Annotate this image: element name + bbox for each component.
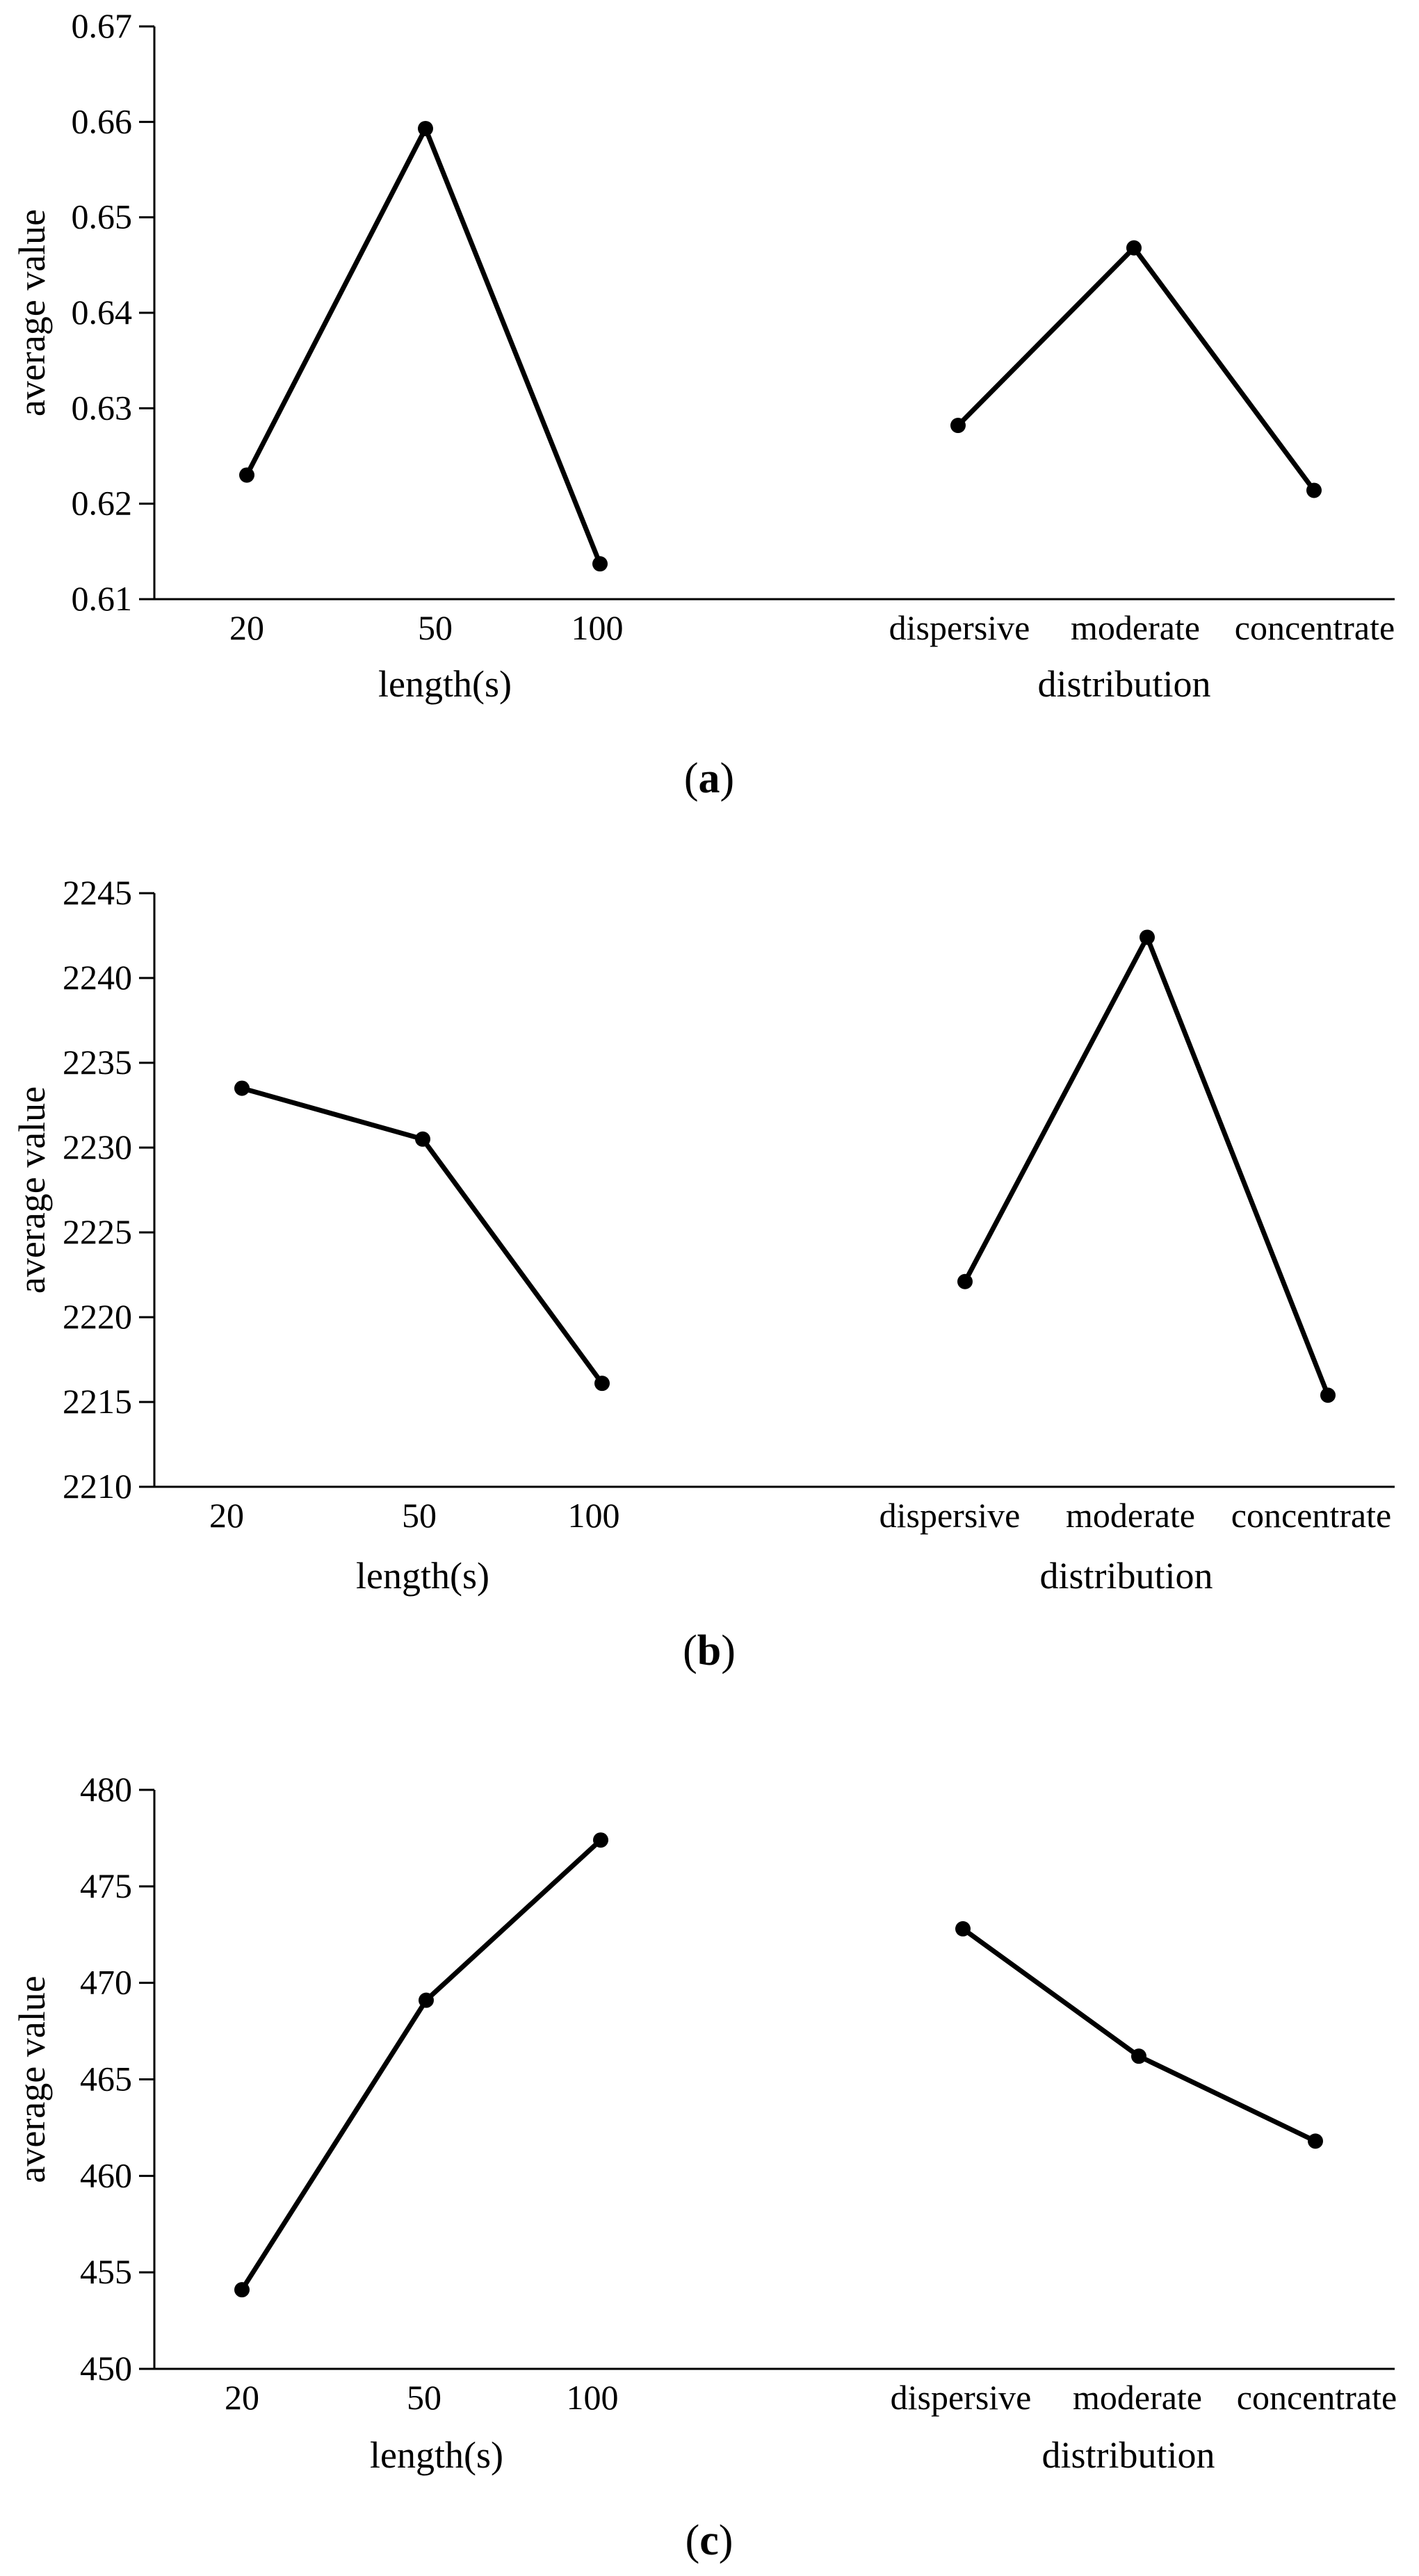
data-point-a <box>1126 240 1142 256</box>
x-tick-label-b: 100 <box>568 1496 620 1535</box>
y-tick-label-a: 0.63 <box>72 388 133 427</box>
chart-panel-c: 450 455 460 465 470 475 480 average value 20 50 10… <box>0 1738 1419 2576</box>
x-axis-title-c: distribution <box>1041 2434 1215 2476</box>
data-point-b <box>1140 929 1155 945</box>
y-tick-label-b: 2210 <box>63 1467 132 1506</box>
x-axis-title-b: length(s) <box>356 1555 489 1597</box>
chart-panel-b: 2210 2215 2220 2225 2230 2235 2240 2245 average … <box>0 858 1419 1689</box>
x-tick-label-c: moderate <box>1073 2378 1202 2417</box>
data-point-b <box>957 1273 973 1289</box>
y-axis-title-a: average value <box>11 209 53 416</box>
chart-b: 2210 2215 2220 2225 2230 2235 2240 2245 average … <box>11 873 1395 1674</box>
data-point-a <box>239 467 254 483</box>
y-tick-label-c: 470 <box>80 1963 132 2002</box>
x-tick-label-c: 20 <box>225 2378 259 2417</box>
data-point-c <box>593 1832 608 1848</box>
y-tick-label-b: 2215 <box>63 1382 132 1421</box>
x-tick-label-c: 100 <box>567 2378 619 2417</box>
chart-a: 0.61 0.62 0.63 0.64 0.65 0.66 0.67 average valu… <box>11 6 1395 802</box>
panel-caption-a: (a) <box>684 755 734 802</box>
series-line-c <box>240 1838 603 2292</box>
y-tick-label-c: 460 <box>80 2155 132 2194</box>
y-tick-label-c: 475 <box>80 1866 132 1905</box>
data-point-c <box>419 1992 434 2008</box>
data-point-b <box>234 1080 250 1096</box>
x-tick-label-a: dispersive <box>889 608 1030 647</box>
y-tick-label-b: 2225 <box>63 1212 132 1251</box>
y-tick-label-a: 0.62 <box>72 484 133 523</box>
data-point-c <box>955 1921 971 1937</box>
x-tick-label-b: moderate <box>1066 1496 1195 1535</box>
data-point-c <box>234 2282 250 2298</box>
y-tick-label-b: 2220 <box>63 1297 132 1336</box>
x-tick-label-b: 20 <box>209 1496 244 1535</box>
x-tick-label-b: dispersive <box>879 1496 1021 1535</box>
y-tick-label-c: 455 <box>80 2252 132 2291</box>
data-point-b <box>415 1131 430 1147</box>
series-line-a <box>244 122 603 565</box>
data-point-c <box>1308 2133 1323 2149</box>
y-tick-label-b: 2240 <box>63 958 132 997</box>
data-point-b <box>594 1376 610 1392</box>
x-tick-label-b: concentrate <box>1231 1496 1391 1535</box>
y-axis-title-c: average value <box>11 1975 53 2183</box>
y-axis-title-b: average value <box>11 1086 53 1294</box>
data-point-c <box>1131 2048 1146 2064</box>
y-tick-label-a: 0.65 <box>72 197 133 236</box>
y-tick-label-c: 450 <box>80 2349 132 2388</box>
y-tick-label-c: 465 <box>80 2060 132 2098</box>
y-tick-label-a: 0.64 <box>72 293 133 332</box>
y-tick-label-a: 0.61 <box>72 579 133 618</box>
data-point-a <box>950 418 966 434</box>
x-tick-label-a: 20 <box>229 608 264 647</box>
panel-caption-c: (c) <box>686 2517 733 2564</box>
x-tick-label-c: concentrate <box>1237 2378 1397 2417</box>
chart-c: 450 455 460 465 470 475 480 average value 20 50 10… <box>11 1770 1397 2564</box>
x-tick-label-c: 50 <box>407 2378 441 2417</box>
y-tick-label-b: 2245 <box>63 873 132 912</box>
y-tick-label-b: 2230 <box>63 1127 132 1166</box>
x-tick-label-b: 50 <box>402 1496 437 1535</box>
y-tick-label-c: 480 <box>80 1770 132 1809</box>
series-line-b <box>962 931 1331 1396</box>
data-point-a <box>418 120 433 136</box>
panel-caption-b: (b) <box>683 1627 736 1674</box>
x-tick-label-c: dispersive <box>891 2378 1032 2417</box>
series-line-a <box>956 244 1316 492</box>
data-point-a <box>592 556 608 572</box>
data-point-a <box>1306 482 1322 498</box>
x-axis-title-c: length(s) <box>370 2434 503 2476</box>
x-tick-label-a: 50 <box>418 608 453 647</box>
x-tick-label-a: moderate <box>1071 608 1200 647</box>
x-axis-title-a: length(s) <box>378 663 512 705</box>
series-line-c <box>961 1927 1317 2144</box>
x-tick-label-a: 100 <box>571 608 624 647</box>
y-tick-label-a: 0.67 <box>72 6 133 45</box>
x-axis-title-b: distribution <box>1039 1555 1213 1597</box>
data-point-b <box>1320 1387 1336 1403</box>
x-tick-label-a: concentrate <box>1235 608 1395 647</box>
y-tick-label-b: 2235 <box>63 1043 132 1082</box>
x-axis-title-a: distribution <box>1037 663 1210 705</box>
chart-panel-a: 0.61 0.62 0.63 0.64 0.65 0.66 0.67 average valu… <box>0 0 1419 820</box>
y-tick-label-a: 0.66 <box>72 101 133 140</box>
